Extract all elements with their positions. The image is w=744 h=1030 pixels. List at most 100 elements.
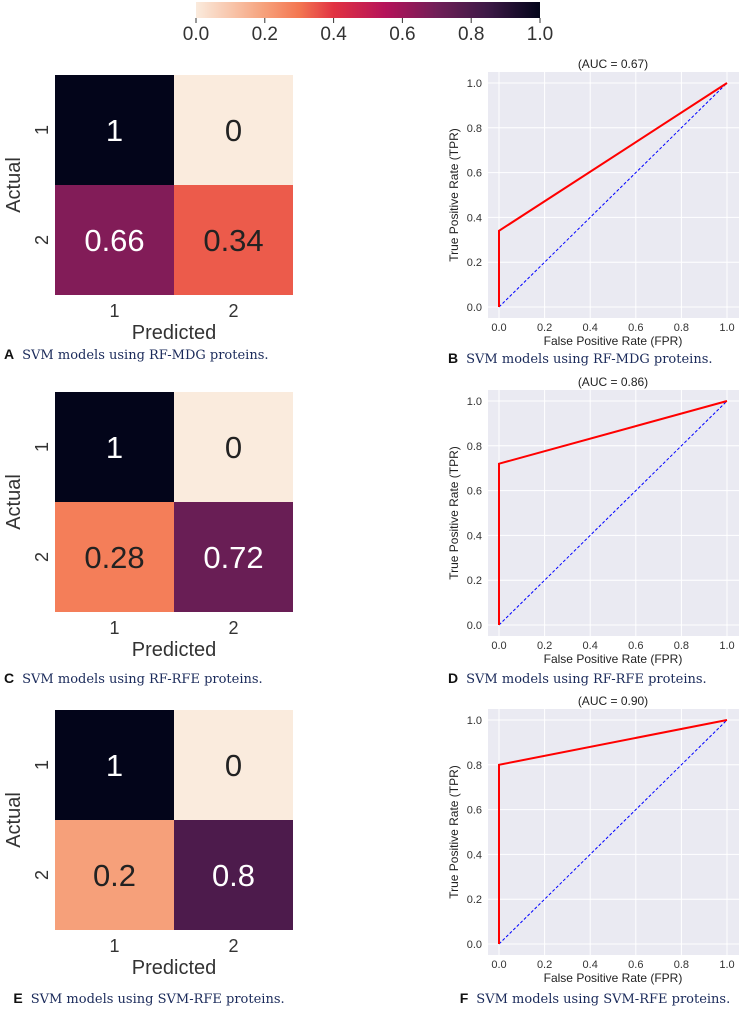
col-tick-label: 1 — [109, 618, 119, 638]
row-tick-label: 1 — [32, 760, 52, 770]
colorbar-tick-label: 0.8 — [458, 24, 484, 45]
heatmap-cell — [55, 710, 174, 820]
cell-value: 0 — [225, 430, 242, 465]
col-tick-label: 2 — [228, 301, 238, 321]
x-tick-label: 1.0 — [719, 322, 734, 334]
cell-value: 0.66 — [84, 223, 144, 258]
x-axis-label: Predicted — [132, 957, 217, 979]
x-tick-label: 0.4 — [583, 322, 598, 334]
y-tick-label: 1.0 — [467, 78, 482, 90]
panel-label: A — [4, 346, 15, 362]
y-tick-label: 0.4 — [467, 212, 482, 224]
heatmap-cell — [174, 392, 293, 502]
cell-value: 0 — [225, 113, 242, 148]
cell-value: 0.72 — [203, 540, 263, 575]
y-tick-label: 0.0 — [467, 302, 482, 314]
caption-c: C SVM models using RF-RFE proteins. — [4, 670, 263, 688]
y-tick-label: 0.2 — [467, 575, 482, 587]
cell-value: 0.28 — [84, 540, 144, 575]
caption-text: SVM models using SVM-RFE proteins. — [30, 992, 285, 1007]
y-tick-label: 1.0 — [467, 715, 482, 727]
heatmap-cell — [174, 502, 293, 612]
roc-curve — [498, 719, 728, 944]
y-axis-label: Actual — [3, 157, 25, 213]
x-tick-label: 0.6 — [628, 640, 643, 652]
roc-curve — [498, 400, 728, 625]
cell-value: 0.8 — [212, 858, 255, 893]
y-axis-label: Actual — [3, 474, 25, 530]
y-axis-label: True Positive Rate (TPR) — [447, 128, 461, 262]
heatmap-cell — [55, 820, 174, 930]
x-tick-label: 0.4 — [583, 640, 598, 652]
caption-a: A SVM models using RF-MDG proteins. — [4, 346, 269, 364]
caption-text: SVM models using RF-MDG proteins. — [22, 348, 269, 363]
y-tick-label: 0.8 — [467, 123, 482, 135]
y-tick-label: 0.2 — [467, 894, 482, 906]
plot-title: (AUC = 0.86) — [578, 375, 648, 389]
x-tick-label: 0.0 — [491, 640, 506, 652]
x-tick-label: 0.2 — [537, 959, 552, 971]
x-axis-label: False Positive Rate (FPR) — [544, 334, 683, 348]
heatmap-cell — [55, 75, 174, 185]
plot-title: (AUC = 0.90) — [578, 694, 648, 708]
caption-b: B SVM models using RF-MDG proteins. — [448, 350, 713, 368]
y-tick-label: 0.4 — [467, 530, 482, 542]
row-tick-label: 2 — [32, 552, 52, 562]
colorbar — [196, 2, 540, 18]
chance-line — [498, 82, 728, 308]
heatmap-cell — [55, 185, 174, 295]
colorbar-tick-label: 1.0 — [527, 24, 553, 45]
heatmap-cell — [174, 820, 293, 930]
y-tick-label: 0.6 — [467, 805, 482, 817]
x-tick-label: 0.6 — [628, 959, 643, 971]
heatmap-cell — [55, 502, 174, 612]
x-tick-label: 0.8 — [674, 640, 689, 652]
x-tick-label: 0.0 — [491, 322, 506, 334]
y-tick-label: 0.0 — [467, 620, 482, 632]
row-tick-label: 1 — [32, 125, 52, 135]
chance-line — [498, 400, 728, 626]
colorbar-tick-label: 0.4 — [320, 24, 347, 45]
x-tick-label: 0.0 — [491, 959, 506, 971]
heatmap-cell — [55, 392, 174, 502]
caption-text: SVM models using RF-MDG proteins. — [466, 352, 713, 367]
cell-value: 1 — [106, 748, 123, 783]
x-axis-label: False Positive Rate (FPR) — [544, 971, 683, 985]
y-tick-label: 0.4 — [467, 849, 482, 861]
y-tick-label: 0.6 — [467, 168, 482, 180]
x-tick-label: 0.4 — [583, 959, 598, 971]
x-tick-label: 0.8 — [674, 959, 689, 971]
y-tick-label: 0.8 — [467, 760, 482, 772]
panel-label: C — [4, 670, 15, 686]
row-tick-label: 2 — [32, 235, 52, 245]
caption-text: SVM models using SVM-RFE proteins. — [476, 992, 731, 1007]
caption-text: SVM models using RF-RFE proteins. — [22, 672, 263, 687]
x-axis-label: False Positive Rate (FPR) — [544, 652, 683, 666]
cell-value: 0 — [225, 748, 242, 783]
y-tick-label: 0.0 — [467, 939, 482, 951]
heatmap-cell — [174, 185, 293, 295]
y-axis-label: True Positive Rate (TPR) — [447, 446, 461, 580]
colorbar-tick-label: 0.2 — [252, 24, 278, 45]
cell-value: 1 — [106, 430, 123, 465]
x-tick-label: 0.8 — [674, 322, 689, 334]
col-tick-label: 2 — [228, 618, 238, 638]
col-tick-label: 2 — [228, 936, 238, 956]
roc-curve — [498, 82, 728, 307]
caption-e: E SVM models using SVM-RFE proteins. — [4, 990, 294, 1008]
panel-label: F — [459, 990, 469, 1006]
y-tick-label: 0.6 — [467, 486, 482, 498]
cell-value: 0.2 — [93, 858, 136, 893]
y-axis-label: True Positive Rate (TPR) — [447, 765, 461, 899]
panel-label: D — [448, 670, 459, 686]
heatmap-cell — [174, 75, 293, 185]
caption-text: SVM models using RF-RFE proteins. — [466, 672, 707, 687]
col-tick-label: 1 — [109, 301, 119, 321]
heatmap-cell — [174, 710, 293, 820]
x-tick-label: 1.0 — [719, 959, 734, 971]
colorbar-tick-label: 0.0 — [183, 24, 209, 45]
cell-value: 0.34 — [203, 223, 263, 258]
colorbar-tick-label: 0.6 — [389, 24, 415, 45]
